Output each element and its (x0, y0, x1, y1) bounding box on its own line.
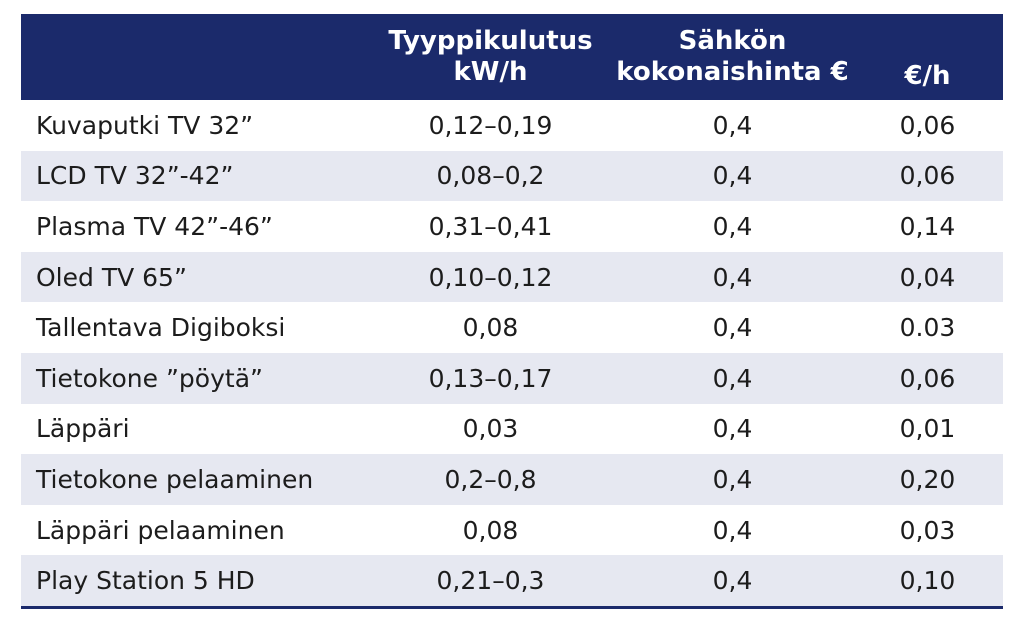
cell-euro-per-hour: 0,14 (899, 211, 956, 241)
cell-device: Play Station 5 HD (36, 566, 255, 596)
cell-electricity-total-price: 0,4 (712, 566, 753, 596)
cell-device: Tallentava Digiboksi (36, 313, 286, 343)
cell-electricity-total-price: 0,4 (712, 313, 753, 343)
cell-euro-per-hour: 0,10 (899, 566, 956, 596)
cell-device: Tietokone pelaaminen (36, 464, 314, 494)
cell-device: Plasma TV 42”-46” (36, 211, 273, 241)
table-row: Plasma TV 42”-46” 0,31–0,41 0,4 0,14 (21, 201, 1003, 252)
cell-device: Oled TV 65” (36, 262, 187, 292)
cell-euro-per-hour: 0,06 (899, 363, 956, 393)
header-euro-per-hour: €/h (904, 61, 951, 91)
cell-typical-consumption: 0,21–0,3 (436, 566, 545, 596)
cell-typical-consumption: 0,10–0,12 (428, 262, 553, 292)
header-typical-consumption: Tyyppikulutus kW/h (368, 14, 613, 100)
table-row: Läppäri pelaaminen 0,08 0,4 0,03 (21, 504, 1003, 556)
cell-euro-per-hour: 0,04 (899, 262, 956, 292)
table-row: Tietokone ”pöytä” 0,13–0,17 0,4 0,06 (21, 352, 1003, 404)
cell-typical-consumption: 0,03 (462, 414, 519, 444)
cell-electricity-total-price: 0,4 (712, 110, 753, 140)
header-device (21, 14, 368, 100)
cell-device: Kuvaputki TV 32” (36, 110, 254, 140)
cell-typical-consumption: 0,12–0,19 (428, 110, 553, 140)
cell-device: Tietokone ”pöytä” (36, 363, 263, 393)
table-body: Kuvaputki TV 32” 0,12–0,19 0,4 0,06 LCD TV 3… (21, 100, 1003, 606)
cell-electricity-total-price: 0,4 (712, 515, 753, 545)
cell-electricity-total-price: 0,4 (712, 363, 753, 393)
energy-consumption-table: Tyyppikulutus kW/h Sähkön kokonaishinta … (21, 14, 1003, 606)
cell-euro-per-hour: 0.03 (899, 313, 956, 343)
cell-typical-consumption: 0,2–0,8 (444, 464, 537, 494)
table-row: Kuvaputki TV 32” 0,12–0,19 0,4 0,06 (21, 100, 1003, 151)
cell-electricity-total-price: 0,4 (712, 262, 753, 292)
cell-euro-per-hour: 0,01 (899, 414, 956, 444)
cell-typical-consumption: 0,31–0,41 (428, 211, 553, 241)
table-row: Tietokone pelaaminen 0,2–0,8 0,4 0,20 (21, 454, 1003, 505)
cell-electricity-total-price: 0,4 (712, 161, 753, 191)
cell-device: LCD TV 32”-42” (36, 161, 234, 191)
table-bottom-rule (21, 605, 1003, 609)
cell-electricity-total-price: 0,4 (712, 414, 753, 444)
cell-typical-consumption: 0,13–0,17 (428, 363, 553, 393)
cell-device: Läppäri (36, 414, 130, 444)
table-row: Play Station 5 HD 0,21–0,3 0,4 0,10 (21, 555, 1003, 606)
table-row: Tallentava Digiboksi 0,08 0,4 0.03 (21, 302, 1003, 353)
header-typical-consumption-line1: Tyyppikulutus (388, 26, 593, 56)
cell-euro-per-hour: 0,06 (899, 110, 956, 140)
header-electricity-total-price-line2: kokonaishinta € (616, 57, 849, 87)
cell-typical-consumption: 0,08 (462, 515, 519, 545)
header-typical-consumption-line2: kW/h (453, 57, 528, 87)
cell-euro-per-hour: 0,03 (899, 515, 956, 545)
cell-euro-per-hour: 0,06 (899, 161, 956, 191)
cell-euro-per-hour: 0,20 (899, 464, 956, 494)
header-electricity-total-price: Sähkön kokonaishinta € (613, 14, 852, 100)
energy-consumption-table-container: Tyyppikulutus kW/h Sähkön kokonaishinta … (21, 14, 1003, 609)
table-header: Tyyppikulutus kW/h Sähkön kokonaishinta … (21, 14, 1003, 100)
header-row: Tyyppikulutus kW/h Sähkön kokonaishinta … (21, 14, 1003, 100)
cell-device: Läppäri pelaaminen (36, 515, 285, 545)
cell-electricity-total-price: 0,4 (712, 211, 753, 241)
cell-typical-consumption: 0,08–0,2 (436, 161, 545, 191)
header-electricity-total-price-line1: Sähkön (678, 26, 787, 56)
cell-typical-consumption: 0,08 (462, 313, 519, 343)
cell-electricity-total-price: 0,4 (712, 464, 753, 494)
table-row: LCD TV 32”-42” 0,08–0,2 0,4 0,06 (21, 150, 1003, 202)
table-row: Oled TV 65” 0,10–0,12 0,4 0,04 (21, 251, 1003, 303)
table-row: Läppäri 0,03 0,4 0,01 (21, 403, 1003, 455)
